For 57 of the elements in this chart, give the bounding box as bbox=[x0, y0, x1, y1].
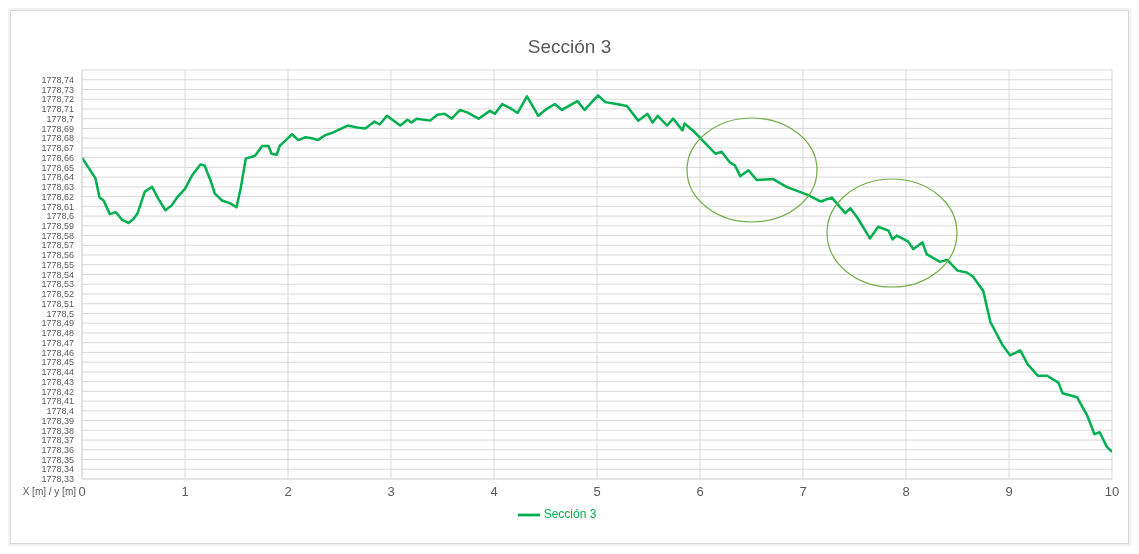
y-tick-label: 1778,69 bbox=[41, 123, 74, 134]
y-tick-label: 1778,57 bbox=[41, 240, 74, 251]
line-series bbox=[82, 94, 1112, 453]
y-tick-label: 1778,43 bbox=[41, 376, 74, 387]
y-tick-label: 1778,48 bbox=[41, 328, 74, 339]
y-tick-label: 1778,51 bbox=[41, 298, 74, 309]
y-tick-label: 1778,33 bbox=[41, 474, 74, 485]
x-tick-label: 3 bbox=[387, 484, 395, 500]
x-tick-label: 5 bbox=[593, 484, 601, 500]
y-tick-label: 1778,41 bbox=[41, 396, 74, 407]
y-tick-label: 1778,67 bbox=[41, 143, 74, 154]
y-tick-label: 1778,74 bbox=[41, 74, 74, 85]
y-tick-label: 1778,42 bbox=[41, 386, 74, 397]
y-tick-label: 1778,4 bbox=[46, 406, 74, 417]
y-tick-label: 1778,5 bbox=[46, 308, 74, 319]
y-tick-label: 1778,71 bbox=[41, 104, 74, 115]
y-tick-label: 1778,45 bbox=[41, 357, 74, 368]
y-tick-label: 1778,59 bbox=[41, 221, 74, 231]
y-tick-label: 1778,65 bbox=[41, 162, 74, 173]
y-tick-label: 1778,73 bbox=[41, 84, 74, 95]
y-tick-label: 1778,39 bbox=[41, 415, 74, 426]
y-tick-label: 1778,37 bbox=[41, 435, 74, 446]
y-tick-label: 1778,72 bbox=[41, 94, 74, 105]
y-tick-label: 1778,61 bbox=[41, 201, 74, 212]
x-tick-label: 7 bbox=[799, 484, 807, 500]
y-tick-label: 1778,47 bbox=[41, 337, 74, 348]
y-tick-label: 1778,68 bbox=[41, 133, 74, 144]
x-tick-label: 9 bbox=[1005, 484, 1013, 500]
y-tick-label: 1778,46 bbox=[41, 347, 74, 358]
x-tick-label: 4 bbox=[490, 484, 498, 500]
y-tick-label: 1778,53 bbox=[41, 279, 74, 290]
y-tick-label: 1778,64 bbox=[41, 172, 74, 183]
y-tick-label: 1778,36 bbox=[41, 444, 74, 455]
legend-label: Sección 3 bbox=[543, 507, 597, 522]
y-tick-label: 1778,56 bbox=[41, 250, 74, 261]
y-tick-label: 1778,52 bbox=[41, 289, 74, 300]
chart-title: Sección 3 bbox=[526, 36, 613, 58]
x-tick-label: 1 bbox=[181, 484, 189, 500]
x-tick-label: 6 bbox=[696, 484, 704, 500]
y-tick-label: 1778,54 bbox=[41, 269, 74, 280]
x-tick-label: 8 bbox=[902, 484, 910, 500]
y-tick-label: 1778,34 bbox=[41, 464, 74, 475]
x-axis-title: X [m] / y [m] bbox=[22, 486, 77, 498]
y-tick-label: 1778,55 bbox=[41, 259, 74, 270]
x-tick-label: 0 bbox=[78, 484, 86, 500]
y-tick-label: 1778,58 bbox=[41, 230, 74, 241]
y-tick-label: 1778,62 bbox=[41, 191, 74, 202]
y-tick-label: 1778,44 bbox=[41, 367, 74, 378]
y-tick-label: 1778,66 bbox=[41, 152, 74, 163]
y-tick-label: 1778,35 bbox=[41, 454, 74, 465]
y-tick-label: 1778,63 bbox=[41, 182, 74, 193]
y-tick-label: 1778,7 bbox=[46, 113, 74, 124]
x-tick-label: 10 bbox=[1104, 484, 1120, 500]
y-tick-label: 1778,6 bbox=[46, 211, 74, 222]
y-tick-label: 1778,49 bbox=[41, 318, 74, 329]
y-tick-label: 1778,38 bbox=[41, 425, 74, 436]
x-tick-label: 2 bbox=[284, 484, 292, 500]
